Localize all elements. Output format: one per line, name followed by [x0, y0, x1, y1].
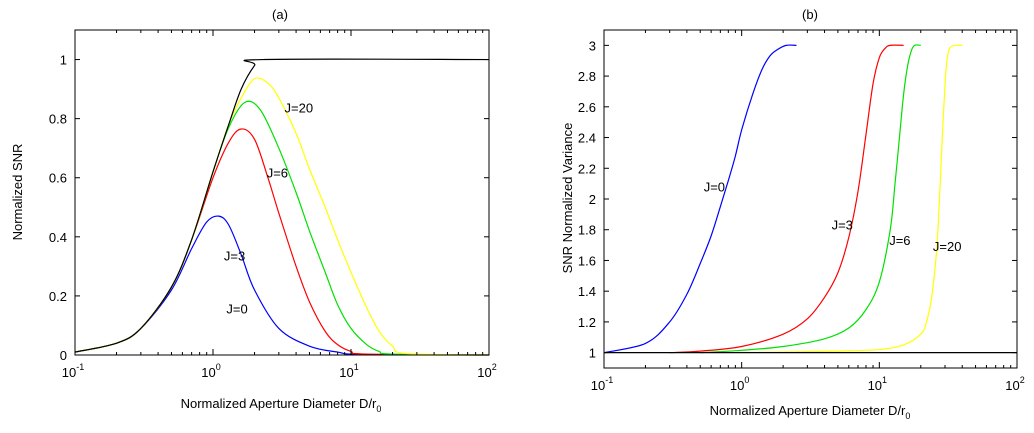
panel-a-y-tick-label: 0.4 — [49, 230, 67, 245]
panel-b-y-tick-label: 1.6 — [578, 253, 596, 268]
panel-a-series-j-3 — [74, 128, 490, 356]
panel-b-y-tick-label: 1.2 — [578, 315, 596, 330]
panel-b-y-tick-label: 1.8 — [578, 223, 596, 238]
panel-a-y-tick-label: 1 — [60, 53, 67, 68]
panel-b-y-tick-label: 1 — [589, 346, 596, 361]
panel-b-curve-label: J=3 — [832, 218, 853, 233]
panel-b-y-tick-label: 2.6 — [578, 100, 596, 115]
panel-a-curve-labels: J=20 J=6 J=3 J=0 — [224, 101, 313, 317]
panel-b: (b) 11.21.41.61.822.22.42.62.83 10-1 100 1… — [560, 7, 1025, 421]
panel-b-y-tick-label: 1.4 — [578, 284, 596, 299]
panel-a-y-tick-label: 0.6 — [49, 171, 67, 186]
panel-b-x-axis-label: Normalized Aperture Diameter D/r0 — [710, 403, 911, 421]
panel-b-title: (b) — [802, 7, 818, 22]
panel-a-series-j-0 — [74, 215, 490, 356]
panel-b-y-tick-label: 2.2 — [578, 161, 596, 176]
panel-b-curve-label: J=0 — [704, 179, 725, 194]
panel-b-y-tick-label: 3 — [589, 38, 596, 53]
panel-a-series-envelope — [74, 58, 490, 353]
panel-a-curve-label: J=20 — [285, 101, 314, 116]
panel-a-title: (a) — [272, 7, 288, 22]
panel-b-series-j-0 — [603, 44, 797, 354]
panel-b-y-tick-label: 2 — [589, 192, 596, 207]
panel-b-curves — [603, 44, 1017, 354]
panel-b-y-tick-label: 2.4 — [578, 131, 596, 146]
panel-a-curves — [74, 58, 490, 356]
panel-a-y-ticks: 0 0.2 0.4 0.6 0.8 1 — [49, 53, 489, 363]
panel-a-curve-label: J=0 — [226, 302, 247, 317]
panel-b-axes-box — [603, 29, 1018, 369]
panel-a-axes-box — [74, 29, 490, 356]
panel-b-curve-label: J=20 — [933, 239, 962, 254]
panel-b-x-ticks: 10-1 100 101 102 — [591, 30, 1025, 393]
panel-a-y-axis-label: Normalized SNR — [10, 144, 25, 241]
panel-a-x-axis-label: Normalized Aperture Diameter D/r0 — [181, 396, 382, 414]
panel-a-series-j-6 — [74, 100, 490, 356]
panel-a-curve-label: J=3 — [224, 248, 245, 263]
panel-b-curve-labels: J=0 J=3 J=6 J=20 — [704, 179, 962, 254]
panel-a-curve-label: J=6 — [267, 166, 288, 181]
panel-a-y-tick-label: 0.2 — [49, 289, 67, 304]
panel-b-y-ticks: 1 1.2 1.4 1.6 1.8 2 2.2 2.4 2.6 2.8 3 — [578, 38, 1017, 361]
panel-b-y-axis-label: SNR Normalized Variance — [560, 123, 575, 274]
panel-b-x-tick-label: 10-1 — [591, 375, 613, 393]
panel-a-y-tick-label: 0 — [60, 348, 67, 363]
panel-a-x-ticks: 10-1 100 101 102 — [62, 30, 497, 380]
panel-a-x-tick-label: 101 — [339, 362, 358, 380]
panel-a-y-tick-label: 0.8 — [49, 112, 67, 127]
panel-b-series-j-20 — [741, 44, 963, 354]
panel-b-x-tick-label: 100 — [730, 375, 749, 393]
panel-b-series-j-3 — [669, 44, 904, 354]
panel-b-series-j-6 — [700, 44, 921, 354]
panel-b-x-tick-label: 102 — [1005, 375, 1024, 393]
panel-b-x-tick-label: 101 — [868, 375, 887, 393]
panel-a-x-tick-label: 100 — [201, 362, 220, 380]
panel-a-x-tick-label: 102 — [477, 362, 496, 380]
panel-b-curve-label: J=6 — [889, 233, 910, 248]
panel-a-x-tick-label: 10-1 — [62, 362, 84, 380]
panel-a-series-j-20 — [74, 77, 490, 356]
panel-b-y-tick-label: 2.8 — [578, 69, 596, 84]
panel-a: (a) 0 0.2 0.4 0.6 0.8 1 10-1 100 101 102 J=20 J=6… — [10, 7, 497, 414]
